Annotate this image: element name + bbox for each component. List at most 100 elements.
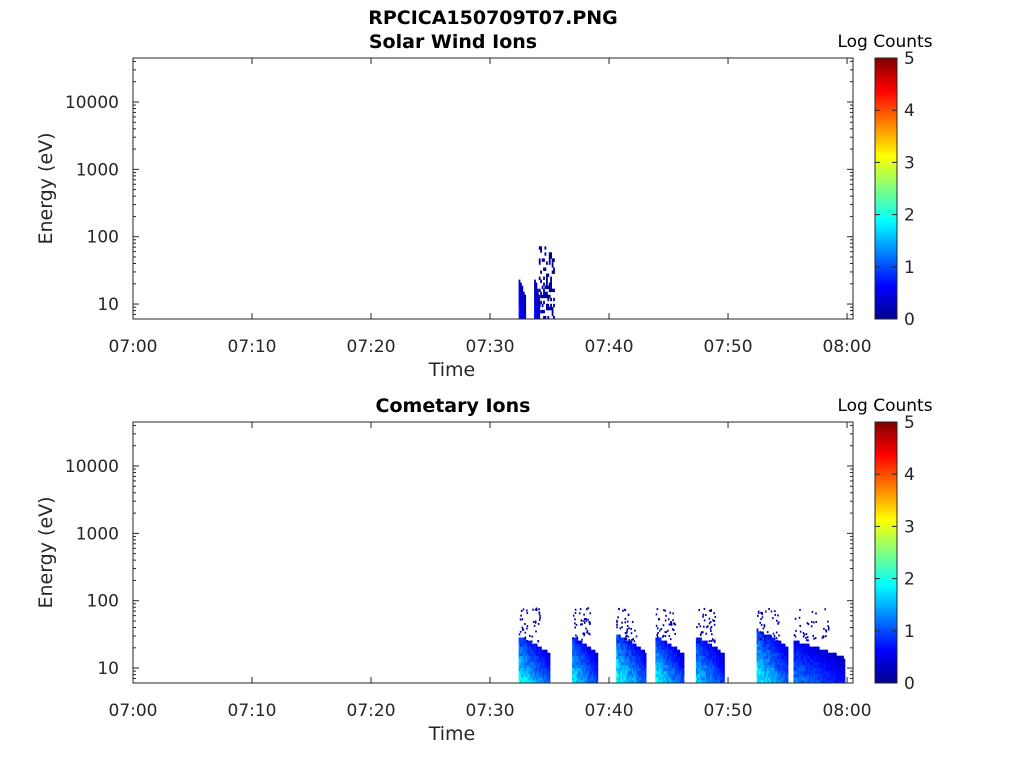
heatmap-cell: [641, 661, 644, 666]
heatmap-cell: [580, 670, 583, 675]
heatmap-cell: [538, 655, 541, 660]
heatmap-cell: [532, 664, 535, 669]
heatmap-speck: [574, 608, 577, 611]
heatmap-cell: [538, 276, 541, 280]
heatmap-cell: [634, 646, 637, 650]
heatmap-cell: [548, 664, 551, 669]
heatmap-cell: [842, 667, 844, 672]
heatmap-cell: [763, 643, 766, 647]
heatmap-cell: [522, 312, 525, 317]
heatmap-cell: [773, 637, 776, 641]
heatmap-cell: [619, 640, 621, 644]
heatmap-cell: [707, 676, 710, 681]
heatmap-cell: [580, 652, 583, 657]
heatmap-cell: [620, 676, 623, 681]
heatmap-cell: [534, 282, 536, 286]
heatmap-cell: [760, 649, 763, 654]
heatmap-cell: [589, 680, 592, 684]
heatmap-cell: [813, 670, 816, 675]
heatmap-cell: [522, 658, 525, 663]
heatmap-cell: [585, 658, 587, 663]
heatmap-cell: [551, 270, 554, 274]
heatmap-cell: [829, 658, 831, 663]
heatmap-speck: [757, 614, 759, 617]
heatmap-cell: [538, 316, 541, 320]
heatmap-cell: [520, 309, 522, 314]
heatmap-cell: [824, 652, 827, 657]
heatmap-cell: [804, 676, 807, 681]
heatmap-cell: [644, 664, 647, 669]
heatmap-cell: [629, 652, 631, 657]
heatmap-cell: [718, 649, 721, 654]
heatmap-cell: [793, 664, 796, 669]
heatmap-cell: [806, 643, 809, 647]
heatmap-cell: [532, 646, 535, 650]
heatmap-cell: [639, 661, 641, 666]
heatmap-cell: [617, 676, 620, 681]
heatmap-speck: [673, 622, 676, 625]
heatmap-cell: [839, 661, 841, 666]
heatmap-cell: [833, 670, 836, 675]
heatmap-cell: [836, 676, 839, 681]
heatmap-cell: [803, 673, 806, 678]
heatmap-cell: [633, 670, 636, 675]
heatmap-speck: [774, 610, 776, 613]
heatmap-cell: [697, 646, 700, 650]
heatmap-cell: [812, 673, 814, 678]
heatmap-cell: [629, 673, 631, 678]
heatmap-cell: [705, 643, 708, 647]
heatmap-cell: [778, 640, 780, 644]
heatmap-cell: [631, 643, 634, 647]
heatmap-cell: [541, 285, 544, 290]
heatmap-cell: [817, 676, 820, 681]
heatmap-cell: [634, 670, 637, 675]
heatmap-speck: [632, 638, 635, 640]
heatmap-cell: [817, 673, 820, 678]
heatmap-cell: [763, 658, 766, 663]
heatmap-cell: [518, 640, 521, 644]
heatmap-cell: [633, 643, 636, 647]
heatmap-cell: [715, 676, 718, 681]
heatmap-cell: [700, 652, 702, 657]
heatmap-cell: [544, 285, 547, 290]
heatmap-cell: [714, 667, 717, 672]
heatmap-cell: [534, 649, 537, 654]
heatmap-cell: [794, 640, 797, 644]
heatmap-cell: [723, 680, 725, 684]
heatmap-cell: [656, 667, 659, 672]
heatmap-cell: [532, 680, 535, 684]
heatmap-cell: [619, 658, 621, 663]
heatmap-cell: [802, 658, 804, 663]
heatmap-cell: [797, 643, 800, 647]
heatmap-cell: [814, 661, 817, 666]
heatmap-cell: [525, 676, 528, 681]
heatmap-cell: [623, 680, 626, 684]
heatmap-cell: [641, 655, 644, 660]
heatmap-cell: [548, 680, 551, 684]
heatmap-cell: [776, 655, 779, 660]
heatmap-cell: [580, 658, 583, 663]
heatmap-cell: [518, 680, 521, 684]
heatmap-cell: [704, 670, 707, 675]
heatmap-cell: [585, 680, 587, 684]
heatmap-cell: [675, 676, 678, 681]
heatmap-cell: [620, 661, 623, 666]
heatmap-cell: [668, 673, 671, 678]
y-tick-label: 10: [97, 659, 119, 679]
heatmap-cell: [794, 655, 797, 660]
x-tick-label: 07:30: [466, 337, 515, 357]
heatmap-speck: [703, 625, 705, 628]
heatmap-cell: [540, 246, 542, 250]
heatmap-cell: [640, 658, 643, 663]
heatmap-cell: [524, 643, 527, 647]
heatmap-cell: [522, 646, 525, 650]
heatmap-cell: [637, 664, 640, 669]
heatmap-cell: [675, 661, 678, 666]
heatmap-speck: [624, 621, 627, 624]
heatmap-speck: [619, 627, 622, 630]
heatmap-cell: [527, 667, 529, 672]
heatmap-cell: [723, 655, 725, 660]
heatmap-cell: [535, 306, 538, 311]
heatmap-cell: [580, 661, 583, 666]
heatmap-cell: [829, 673, 831, 678]
